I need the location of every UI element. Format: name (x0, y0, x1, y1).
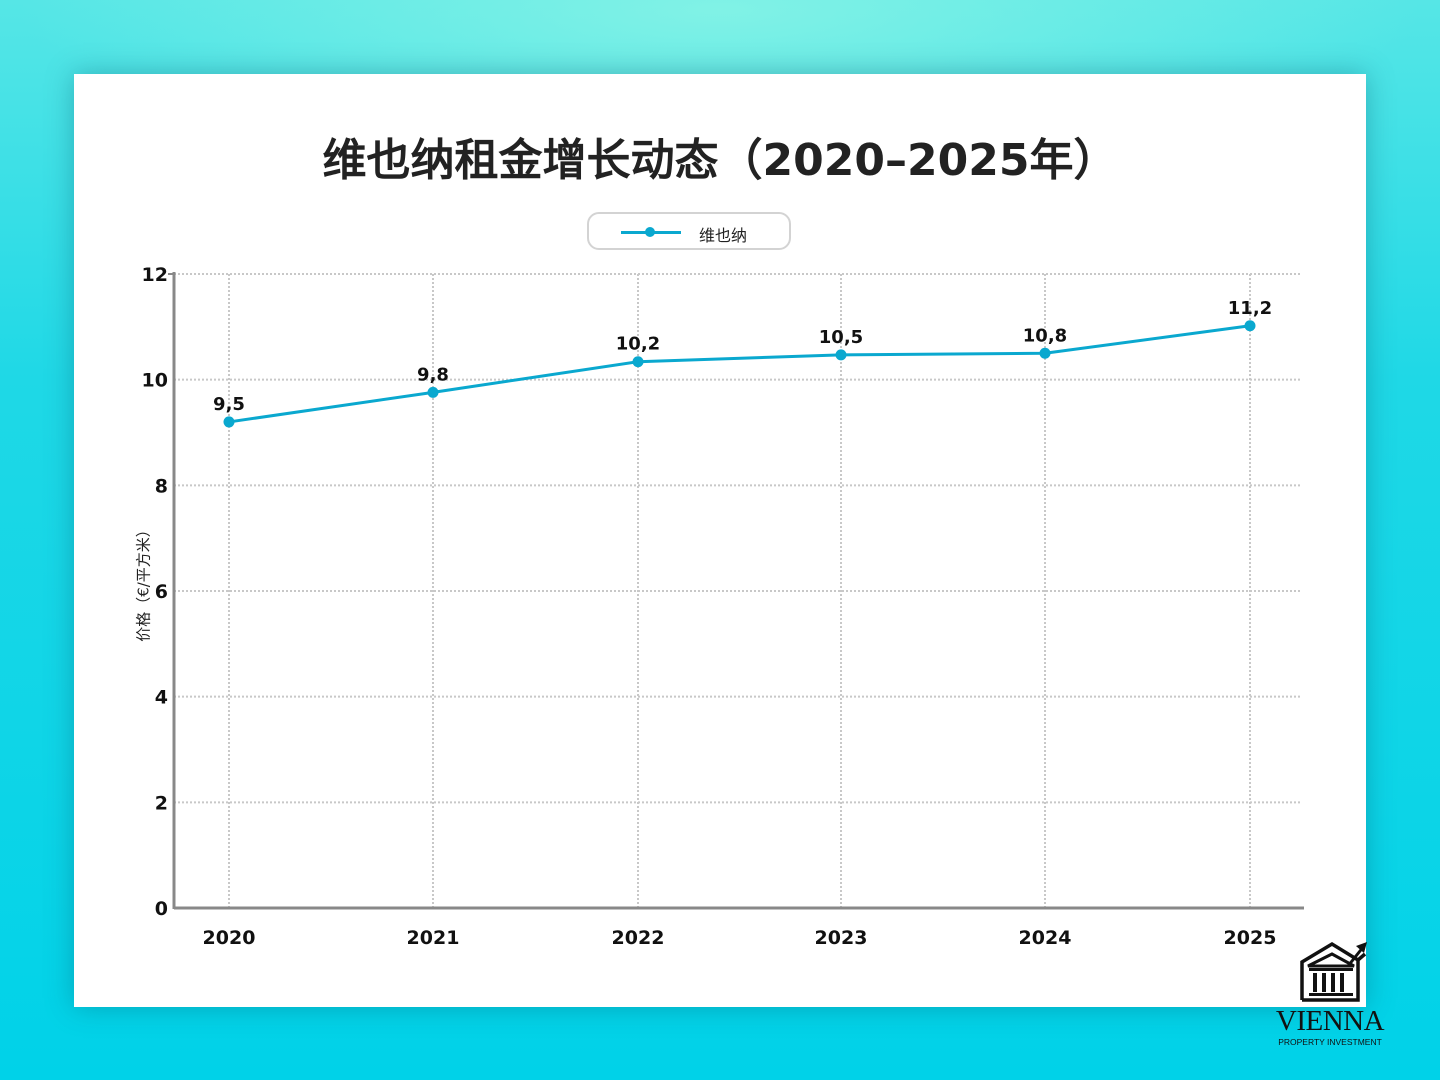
x-tick-label: 2021 (407, 927, 460, 949)
y-tick-label: 6 (155, 581, 168, 603)
legend-marker-icon (645, 227, 655, 237)
data-label: 9,8 (417, 364, 449, 385)
data-label: 9,5 (213, 394, 245, 415)
data-label: 10,2 (616, 334, 660, 355)
legend-label: 维也纳 (699, 226, 748, 245)
y-tick-label: 10 (142, 370, 168, 392)
data-label: 11,2 (1228, 298, 1272, 319)
axes (168, 272, 1304, 910)
y-tick-label: 8 (155, 475, 168, 497)
x-tick-label: 2020 (203, 927, 256, 949)
x-tick-label: 2023 (815, 927, 868, 949)
x-tick-label: 2022 (612, 927, 665, 949)
tick-labels: 0 2 4 6 8 10 12 2020 2021 2022 2023 2024 2025 9,5 9,8 1… (142, 264, 1277, 949)
x-tick-label: 2024 (1019, 927, 1072, 949)
y-tick-label: 12 (142, 264, 168, 286)
legend[interactable]: 维也纳 (587, 212, 791, 250)
series-line (223, 320, 1256, 428)
data-label: 10,8 (1023, 325, 1067, 346)
data-label: 10,5 (819, 327, 863, 348)
logo-name: VIENNA (1275, 1005, 1385, 1037)
chart-title: 维也纳租金增长动态（2020–2025年） (322, 135, 1118, 186)
y-tick-label: 4 (155, 687, 168, 709)
data-point-marker[interactable] (427, 386, 439, 398)
y-tick-label: 2 (155, 792, 168, 814)
vienna-logo-icon (1300, 941, 1367, 1002)
y-tick-label: 0 (155, 898, 168, 920)
x-tick-label: 2025 (1224, 927, 1277, 949)
data-point-marker[interactable] (1244, 320, 1256, 332)
grid-lines (174, 273, 1302, 908)
data-point-marker[interactable] (223, 416, 235, 428)
data-point-marker[interactable] (835, 349, 847, 361)
logo-subtitle: PROPERTY INVESTMENT (1278, 1037, 1382, 1047)
data-point-marker[interactable] (1039, 347, 1051, 359)
data-point-marker[interactable] (632, 356, 644, 368)
